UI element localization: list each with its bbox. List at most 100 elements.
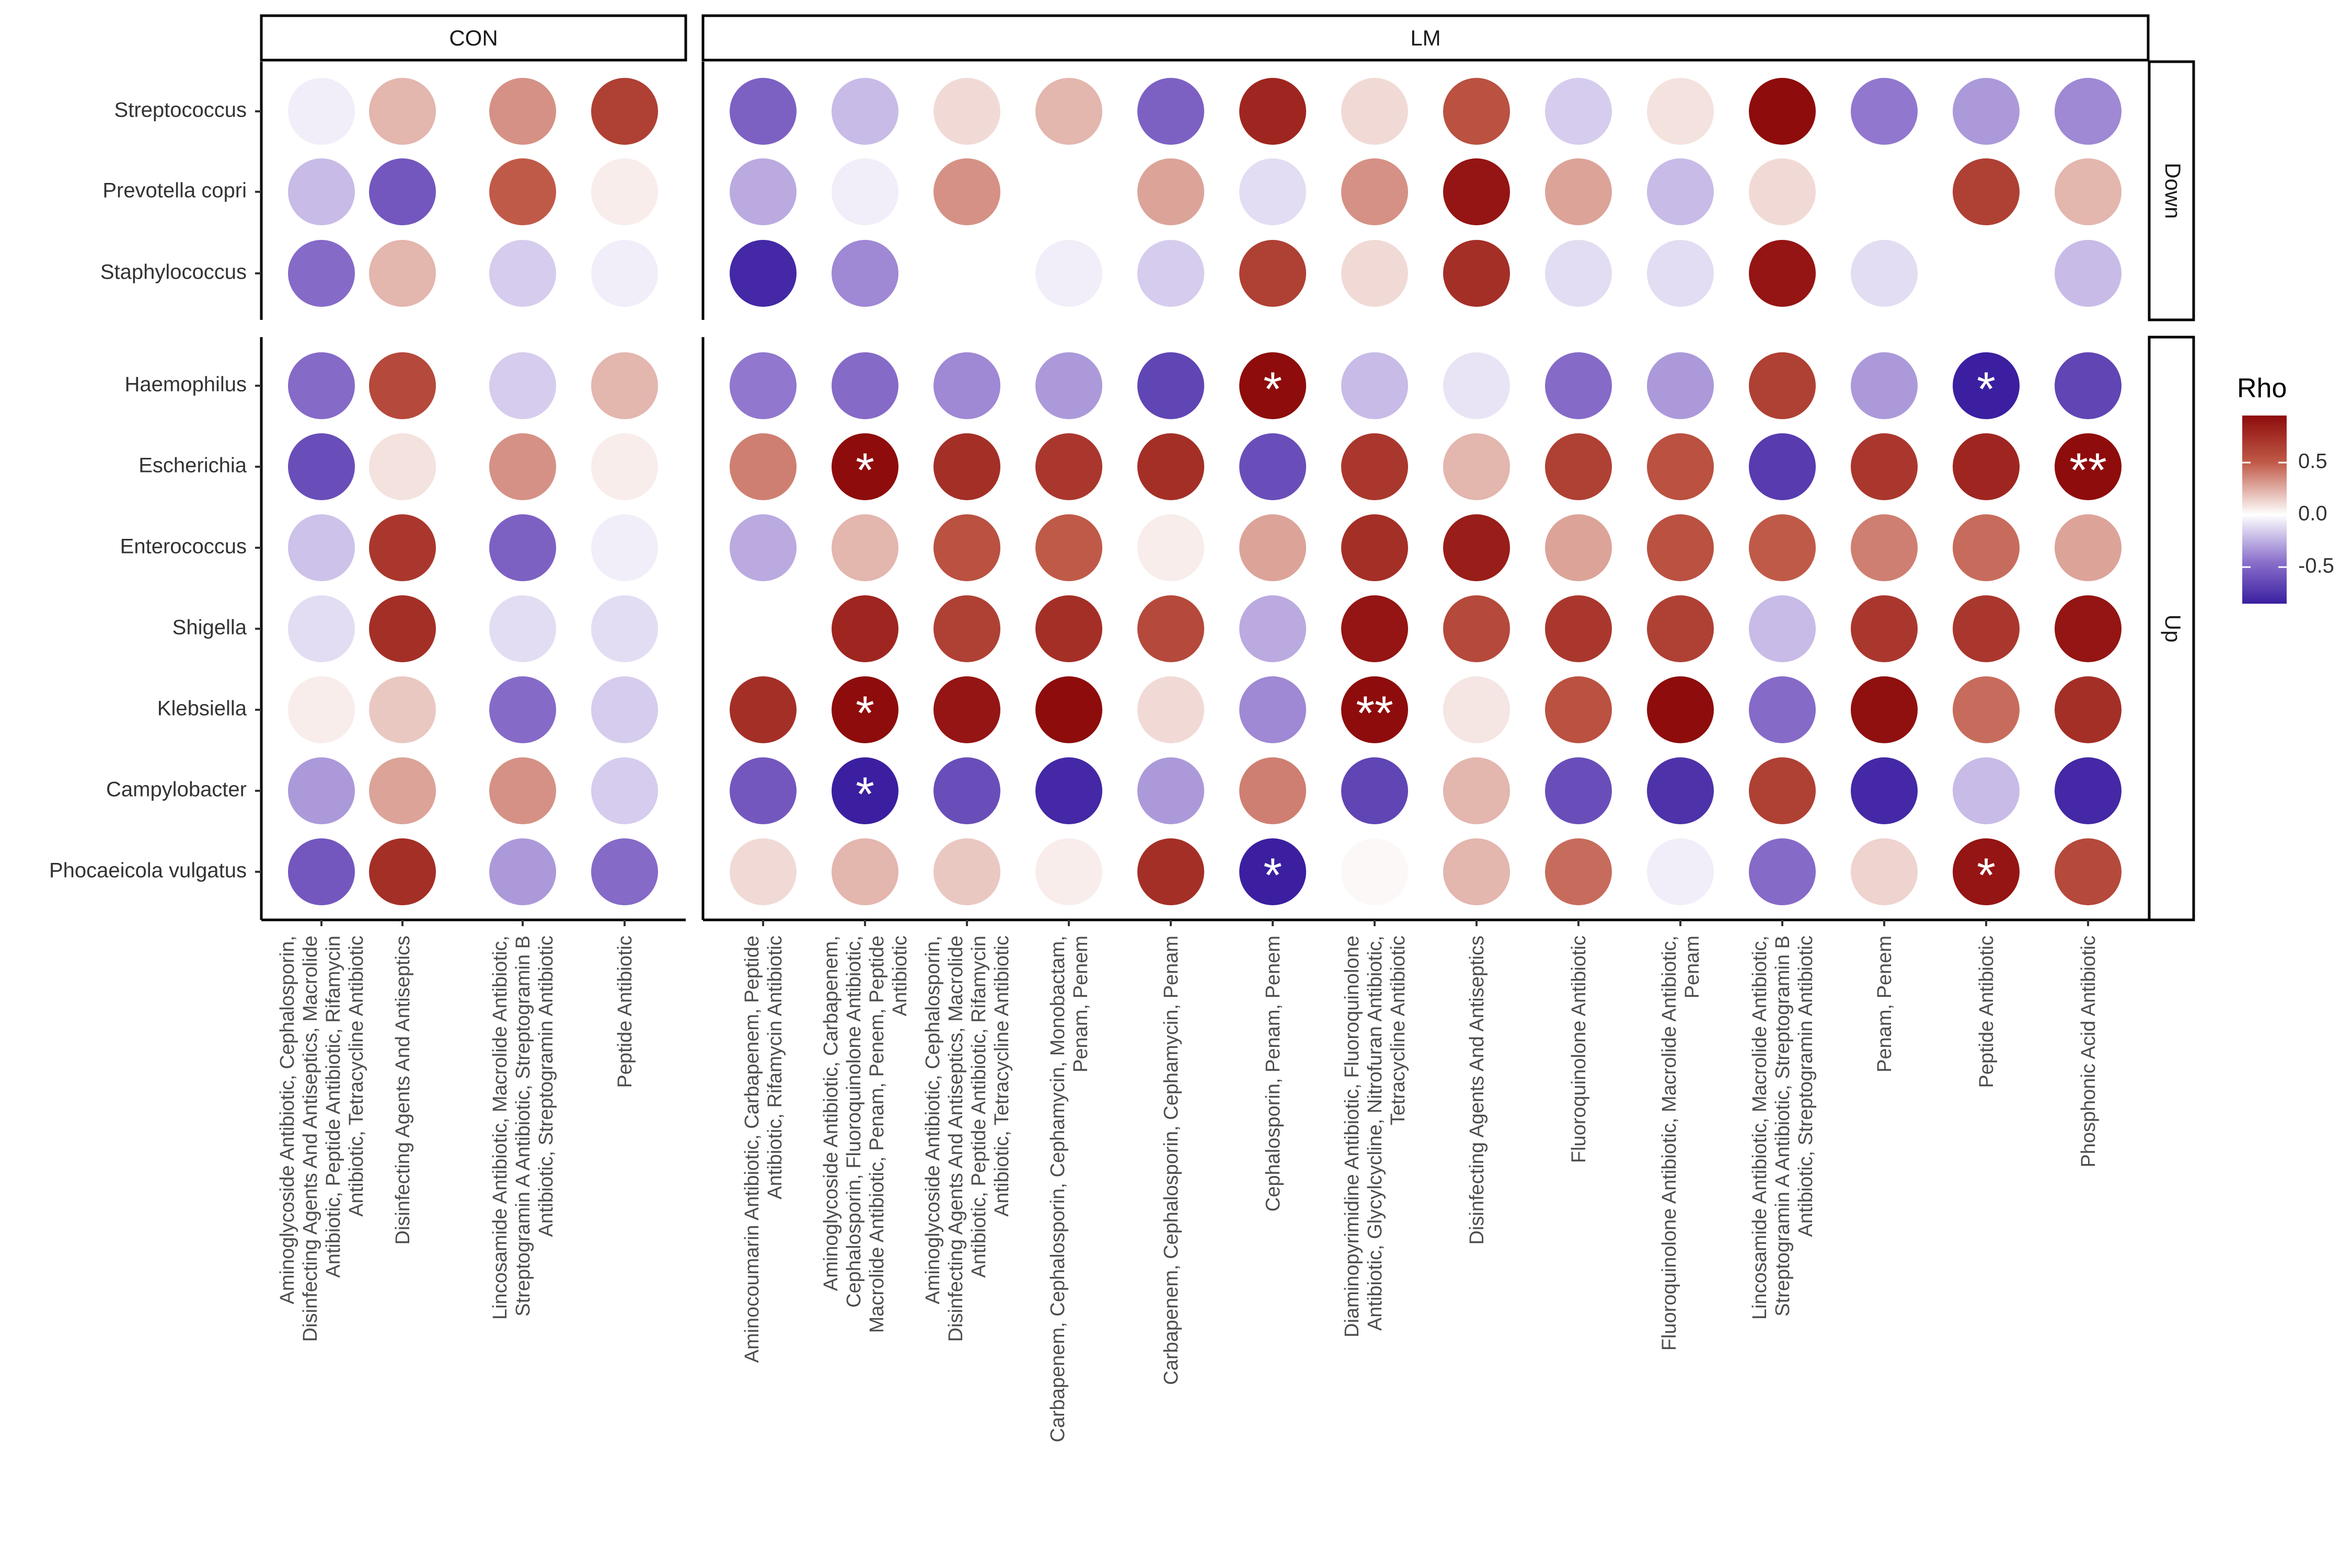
dot-lm-shigella-col-3: [933, 595, 1000, 662]
dot-lm-haemophilus-col-3: [933, 352, 1000, 419]
dot-lm-prevotella-copri-col-1: [730, 158, 797, 225]
dot-lm-escherichia-col-10: [1647, 433, 1714, 500]
y-axis-tick-labels: Streptococcus Prevotella copri Staphylococ…: [49, 99, 261, 882]
x-tick-label: Peptide Antibiotic: [614, 936, 636, 1088]
dot-lm-staphylococcus-col-14: [2055, 240, 2122, 307]
dot-lm-klebsiella-col-6: [1239, 676, 1306, 743]
dot-lm-haemophilus-col-2: [832, 352, 898, 419]
y-tick-label: Phocaeicola vulgatus: [49, 859, 247, 882]
dot-lm-klebsiella-col-5: [1137, 676, 1204, 743]
dot-lm-campylobacter-col-9: [1545, 757, 1612, 824]
dot-lm-staphylococcus-col-6: [1239, 240, 1306, 307]
dot-lm-shigella-col-4: [1035, 595, 1102, 662]
dot-lm-klebsiella-col-11: [1749, 676, 1816, 743]
dot-lm-shigella-col-9: [1545, 595, 1612, 662]
dot-lm-klebsiella-col-1: [730, 676, 797, 743]
facet-label-down: Down: [2161, 163, 2185, 218]
y-tick-label: Staphylococcus: [100, 261, 247, 284]
dot-lm-streptococcus-col-11: [1749, 78, 1816, 145]
x-tick-label: Aminoglycoside Antibiotic, Cephalosporin…: [276, 936, 367, 1342]
y-tick-label: Campylobacter: [106, 778, 247, 801]
dot-con-prevotella-copri-col-1: [288, 158, 355, 225]
dot-lm-streptococcus-col-2: [832, 78, 898, 145]
dot-lm-campylobacter-col-3: [933, 757, 1000, 824]
dot-con-haemophilus-col-3: [489, 352, 556, 419]
dot-lm-shigella-col-14: [2055, 595, 2122, 662]
dot-lm-haemophilus-col-10: [1647, 352, 1714, 419]
dot-lm-escherichia-col-4: [1035, 433, 1102, 500]
dot-lm-escherichia-col-13: [1953, 433, 2020, 500]
dot-lm-phocaeicola-vulgatus-col-10: [1647, 838, 1714, 905]
dot-lm-escherichia-col-9: [1545, 433, 1612, 500]
dot-lm-staphylococcus-col-10: [1647, 240, 1714, 307]
x-tick-label: Lincosamide Antibiotic, Macrolide Antibi…: [1749, 936, 1817, 1320]
dot-lm-enterococcus-col-14: [2055, 514, 2122, 581]
dot-con-phocaeicola-vulgatus-col-1: [288, 838, 355, 905]
dot-con-haemophilus-col-4: [591, 352, 658, 419]
dot-lm-prevotella-copri-col-13: [1953, 158, 2020, 225]
facet-strip-down: [2148, 60, 2195, 321]
dot-lm-prevotella-copri-col-5: [1137, 158, 1204, 225]
dot-lm-staphylococcus-col-7: [1341, 240, 1408, 307]
significance-mark: *: [856, 768, 874, 821]
y-tick-label: Escherichia: [139, 454, 247, 477]
dot-lm-staphylococcus-col-4: [1035, 240, 1102, 307]
dot-lm-campylobacter-col-14: [2055, 757, 2122, 824]
dot-lm-escherichia-col-5: [1137, 433, 1204, 500]
dot-lm-shigella-col-2: [832, 595, 898, 662]
dot-con-klebsiella-col-4: [591, 676, 658, 743]
dot-lm-campylobacter-col-13: [1953, 757, 2020, 824]
dot-con-phocaeicola-vulgatus-col-2: [369, 838, 436, 905]
dot-lm-campylobacter-col-7: [1341, 757, 1408, 824]
dot-lm-phocaeicola-vulgatus-col-5: [1137, 838, 1204, 905]
dot-lm-streptococcus-col-10: [1647, 78, 1714, 145]
dot-lm-phocaeicola-vulgatus-col-11: [1749, 838, 1816, 905]
dot-lm-escherichia-col-3: [933, 433, 1000, 500]
dot-lm-staphylococcus-col-1: [730, 240, 797, 307]
dot-lm-staphylococcus-col-5: [1137, 240, 1204, 307]
dot-lm-streptococcus-col-7: [1341, 78, 1408, 145]
dot-con-escherichia-col-3: [489, 433, 556, 500]
dot-con-staphylococcus-col-1: [288, 240, 355, 307]
dot-lm-escherichia-col-1: [730, 433, 797, 500]
dot-lm-prevotella-copri-col-12: [1851, 158, 1918, 225]
dot-lm-haemophilus-col-11: [1749, 352, 1816, 419]
y-tick-label: Shigella: [172, 616, 247, 639]
dot-lm-haemophilus-col-13: [1953, 352, 2020, 419]
legend-tick-label: -0.5: [2298, 555, 2334, 578]
dot-lm-prevotella-copri-col-10: [1647, 158, 1714, 225]
legend-tick-label: 0.0: [2298, 502, 2327, 525]
dot-con-staphylococcus-col-2: [369, 240, 436, 307]
dot-lm-campylobacter-col-6: [1239, 757, 1306, 824]
dot-con-campylobacter-col-4: [591, 757, 658, 824]
dot-lm-klebsiella-col-9: [1545, 676, 1612, 743]
dot-lm-campylobacter-col-11: [1749, 757, 1816, 824]
dot-lm-enterococcus-col-1: [730, 514, 797, 581]
dot-lm-escherichia-col-7: [1341, 433, 1408, 500]
dot-lm-haemophilus-col-1: [730, 352, 797, 419]
x-tick-label: Aminoglycoside Antibiotic, Carbapenem,Ce…: [820, 936, 911, 1333]
x-tick-label: Fluoroquinolone Antibiotic, Macrolide An…: [1658, 936, 1703, 1351]
dot-lm-prevotella-copri-col-4: [1035, 158, 1102, 225]
dot-lm-klebsiella-col-4: [1035, 676, 1102, 743]
dot-lm-staphylococcus-col-12: [1851, 240, 1918, 307]
dot-lm-shigella-col-5: [1137, 595, 1204, 662]
facet-label-up: Up: [2161, 615, 2185, 643]
dot-lm-haemophilus-col-12: [1851, 352, 1918, 419]
dot-lm-prevotella-copri-col-9: [1545, 158, 1612, 225]
facet-strip-con: [260, 14, 687, 62]
dot-lm-enterococcus-col-5: [1137, 514, 1204, 581]
dot-lm-streptococcus-col-3: [933, 78, 1000, 145]
correlation-dots: [288, 78, 2122, 905]
x-tick-label: Penam, Penem: [1874, 936, 1896, 1073]
significance-mark: *: [1263, 363, 1282, 416]
dot-lm-prevotella-copri-col-7: [1341, 158, 1408, 225]
dot-lm-prevotella-copri-col-6: [1239, 158, 1306, 225]
facet-strip-lm: [701, 14, 2150, 62]
x-tick-label: Fluoroquinolone Antibiotic: [1568, 936, 1590, 1163]
dot-lm-enterococcus-col-7: [1341, 514, 1408, 581]
dot-lm-enterococcus-col-11: [1749, 514, 1816, 581]
rho-legend: Rho 0.5 0.0 -0.5: [2237, 373, 2334, 604]
dot-lm-phocaeicola-vulgatus-col-13: [1953, 838, 2020, 905]
dot-lm-streptococcus-col-6: [1239, 78, 1306, 145]
